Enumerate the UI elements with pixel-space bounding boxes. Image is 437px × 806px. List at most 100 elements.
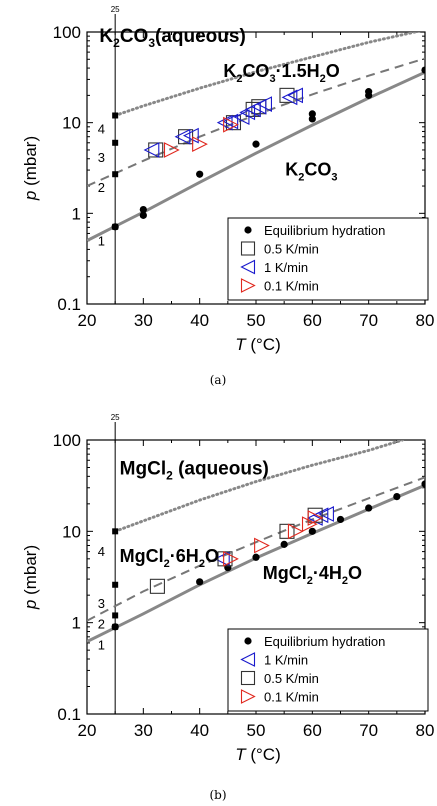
dashed-curve [87, 476, 425, 622]
phase-label: K2CO3(aqueous) [99, 26, 245, 50]
x-tick-label: 80 [416, 311, 435, 330]
data-point [252, 140, 260, 148]
plot-frame [86, 439, 426, 715]
data-point [336, 515, 345, 524]
reference-point [112, 171, 119, 178]
legend-marker [240, 241, 256, 256]
figure-caption: (b) [209, 788, 226, 802]
data-point [308, 110, 316, 118]
data-point [163, 142, 180, 158]
legend-entry-label: 1 K/min [264, 260, 308, 275]
x-tick-label: 70 [359, 311, 378, 330]
data-point [256, 96, 273, 113]
y-tick-label: 10 [62, 114, 81, 133]
curves [87, 440, 425, 643]
legend-marker [240, 259, 256, 275]
x-axis-label: T (°C) [235, 745, 281, 764]
y-tick-label: 10 [62, 522, 81, 541]
data-point [287, 523, 304, 540]
x-tick-label: 50 [247, 311, 266, 330]
data-point [182, 127, 199, 144]
legend-marker [240, 652, 256, 667]
dotted-curve [113, 440, 404, 533]
reference-line-label: 25 [111, 413, 120, 422]
data-point [308, 115, 316, 123]
data-point [213, 550, 230, 567]
data-point [281, 89, 298, 106]
legend-entry-label: 0.1 K/min [264, 279, 319, 294]
y-tick-label: 1 [72, 614, 81, 633]
data-point [233, 109, 250, 126]
point-number-label: 3 [98, 150, 105, 165]
y-tick-label: 0.1 [57, 705, 81, 724]
point-number-label: 3 [98, 596, 105, 611]
point-number-label: 1 [98, 234, 105, 249]
data-point [111, 623, 119, 631]
data-point [143, 142, 160, 158]
x-tick-label: 80 [416, 721, 435, 740]
legend: Equilibrium hydration 0.5 K/min 1 K/min 0.1… [227, 217, 429, 301]
legend-marker [240, 689, 256, 704]
data-point [279, 523, 295, 539]
legend-entry-label: Equilibrium hydration [264, 634, 385, 649]
data-series [111, 480, 425, 631]
phase-label: K2CO3 [285, 160, 337, 184]
reference-line-label: 25 [111, 5, 120, 14]
figure-caption: (a) [210, 373, 227, 387]
x-axis-label: T (°C) [235, 335, 281, 354]
point-number-label: 4 [98, 122, 105, 137]
x-tick-label: 70 [359, 721, 378, 740]
data-point [365, 504, 373, 512]
x-tick-label: 60 [303, 721, 322, 740]
legend-entry-label: 1 K/min [264, 653, 308, 668]
legend-marker [240, 670, 256, 686]
x-tick-label: 40 [190, 311, 209, 330]
legend-marker [240, 278, 256, 293]
phase-label: MgCl2·4H2O [263, 563, 362, 587]
x-tick-label: 20 [78, 721, 97, 740]
reference-point [112, 139, 119, 146]
y-tick-label: 0.1 [57, 295, 81, 314]
reference-point [112, 612, 119, 619]
x-tick-label: 60 [303, 311, 322, 330]
y-axis-label: p (mbar) [21, 545, 40, 610]
reference-point [112, 581, 119, 588]
legend-box [227, 628, 429, 712]
data-point [192, 136, 208, 153]
y-tick-label: 100 [53, 23, 81, 42]
data-point [280, 540, 288, 548]
data-point [301, 516, 318, 532]
solid-curve [87, 70, 425, 242]
y-axis-label: p (mbar) [21, 136, 40, 201]
legend-marker [244, 637, 252, 645]
x-tick-label: 30 [134, 721, 153, 740]
data-point [148, 142, 164, 158]
plot-frame [86, 31, 426, 305]
data-point [216, 114, 233, 131]
point-number-label: 4 [98, 544, 105, 559]
data-point [393, 493, 401, 501]
data-point [318, 506, 334, 522]
legend-entry-label: Equilibrium hydration [264, 223, 385, 238]
legend-box [227, 217, 429, 301]
data-point [196, 578, 204, 586]
legend-entry-label: 0.5 K/min [264, 671, 319, 686]
reference-point [112, 112, 119, 119]
data-point [217, 551, 233, 567]
data-point [287, 87, 303, 104]
point-number-label: 1 [98, 637, 105, 652]
data-point [223, 550, 239, 567]
data-point [139, 211, 147, 219]
phase-label: K2CO3·1.5H2O [223, 61, 339, 85]
data-point [279, 87, 295, 103]
x-tick-label: 50 [247, 721, 266, 740]
point-number-label: 2 [98, 180, 105, 195]
data-point [421, 480, 425, 488]
phase-label: MgCl2·6H2O [120, 546, 219, 570]
chart-panel-a: 0.1 1 10 100 20 30 40 50 60 70 80 T (°C) p (mbar) 25 1… [21, 5, 434, 387]
dotted-curve [113, 32, 422, 117]
data-point [174, 128, 191, 145]
reference-point [112, 528, 119, 535]
y-tick-label: 1 [72, 204, 81, 223]
